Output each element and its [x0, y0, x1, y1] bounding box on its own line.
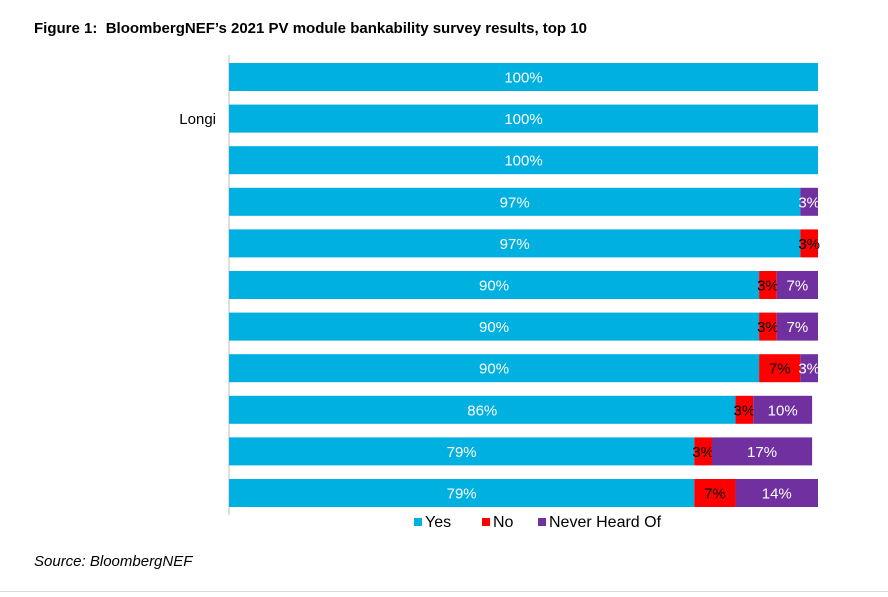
figure-label: Figure 1: — [34, 20, 98, 37]
bar-segment-yes — [229, 146, 818, 175]
data-label: 3% — [757, 319, 779, 336]
bar-segment-yes — [229, 271, 760, 299]
legend-label: Yes — [425, 514, 451, 531]
bar-segment-yes — [229, 104, 818, 133]
source-note: Source: BloombergNEF — [34, 553, 193, 570]
data-label: 90% — [479, 319, 509, 336]
legend-label: Never Heard Of — [549, 514, 662, 531]
bar-segment-never-heard-of — [735, 479, 818, 507]
bar-segment-no — [694, 437, 712, 466]
data-label: 14% — [762, 486, 792, 503]
bar-segment-never-heard-of — [753, 395, 813, 424]
bar-segment-never-heard-of — [776, 312, 818, 341]
bar-segment-yes — [229, 354, 760, 383]
data-label: 100% — [504, 153, 542, 170]
legend-label: No — [493, 514, 514, 531]
bar-segment-no — [735, 395, 754, 424]
data-label: 79% — [447, 444, 477, 461]
data-label: 79% — [447, 486, 477, 503]
bar-segment-yes — [229, 395, 736, 424]
bar-segment-no — [759, 271, 777, 299]
data-label: 3% — [798, 236, 820, 253]
category-label: Longi — [179, 111, 216, 128]
data-label: 7% — [769, 361, 791, 378]
bar-segment-never-heard-of — [776, 271, 818, 299]
data-label: 90% — [479, 278, 509, 295]
legend-swatch-never-heard-of — [538, 518, 546, 526]
data-label: 97% — [500, 194, 530, 211]
bar-segment-no — [759, 312, 777, 341]
bar-segment-yes — [229, 479, 695, 507]
bar-segment-yes — [229, 312, 760, 341]
bottom-divider — [0, 591, 888, 592]
bar-segment-yes — [229, 229, 801, 258]
legend-swatch-yes — [414, 518, 422, 526]
data-label: 100% — [504, 70, 542, 87]
bar-segment-yes — [229, 63, 818, 91]
figure-title-text: BloombergNEF’s 2021 PV module bankabilit… — [105, 20, 587, 37]
bar-segment-never-heard-of — [800, 354, 818, 383]
data-label: 3% — [734, 402, 756, 419]
bar-segment-no — [800, 229, 818, 258]
legend-swatch-no — [482, 518, 490, 526]
data-label: 3% — [798, 361, 820, 378]
bar-segment-never-heard-of — [711, 437, 813, 466]
data-label: 97% — [500, 236, 530, 253]
data-label: 7% — [787, 278, 809, 295]
bar-segment-yes — [229, 187, 801, 216]
data-label: 3% — [692, 444, 714, 461]
figure-title: Figure 1: BloombergNEF’s 2021 PV module … — [34, 20, 587, 37]
data-label: 3% — [798, 194, 820, 211]
data-label: 7% — [787, 319, 809, 336]
bar-segment-no — [759, 354, 801, 383]
data-label: 3% — [757, 278, 779, 295]
data-label: 90% — [479, 361, 509, 378]
data-label: 10% — [768, 402, 798, 419]
bar-segment-no — [694, 479, 736, 507]
bar-segment-never-heard-of — [800, 187, 818, 216]
data-label: 86% — [467, 402, 497, 419]
data-label: 17% — [747, 444, 777, 461]
data-label: 7% — [704, 486, 726, 503]
bar-segment-yes — [229, 437, 695, 466]
data-label: 100% — [504, 111, 542, 128]
